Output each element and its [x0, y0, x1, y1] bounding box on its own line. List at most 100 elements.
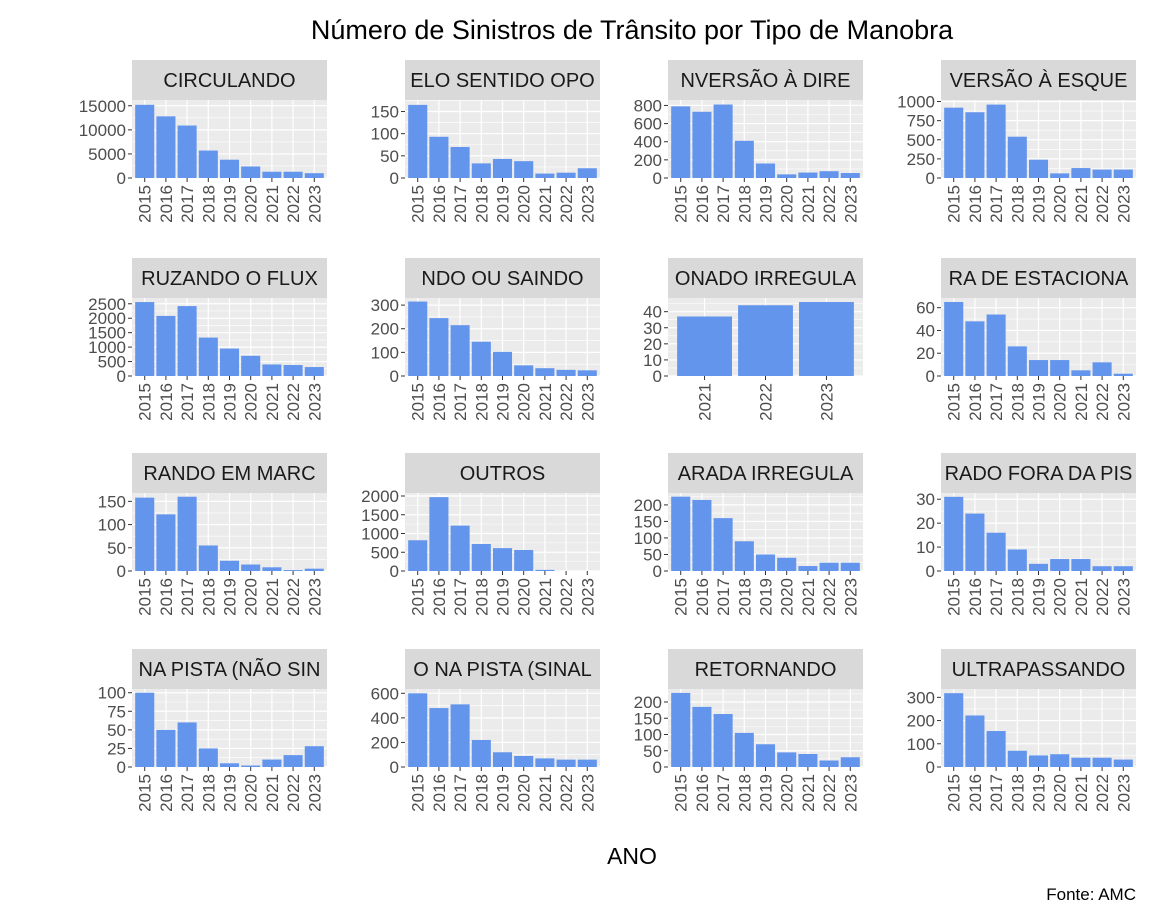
x-tick-label: 2019: [221, 383, 240, 421]
y-tick-label: 1000: [88, 338, 126, 357]
bar: [734, 541, 754, 571]
x-tick-label: 2023: [578, 383, 597, 421]
x-tick-label: 2022: [1093, 774, 1112, 812]
x-tick-label: 2023: [1114, 774, 1133, 812]
bar: [262, 171, 282, 178]
x-tick-label: 2015: [136, 578, 155, 616]
bar: [734, 140, 754, 178]
bar: [304, 173, 324, 178]
bar: [492, 351, 513, 376]
bar: [986, 314, 1006, 376]
bar: [986, 104, 1006, 178]
x-tick-label: 2022: [557, 383, 576, 421]
x-tick-label: 2022: [557, 578, 576, 616]
x-tick-label: 2021: [1072, 383, 1091, 421]
x-tick-label: 2015: [945, 383, 964, 421]
x-tick-label: 2016: [157, 774, 176, 812]
bar: [156, 514, 176, 571]
y-tick-label: 0: [117, 367, 126, 386]
y-tick-label: 150: [371, 103, 399, 122]
x-tick-label: 2018: [199, 578, 218, 616]
bar: [283, 755, 303, 767]
x-tick-label: 2015: [136, 774, 155, 812]
x-tick-label: 2023: [305, 185, 324, 223]
y-tick-label: 0: [117, 758, 126, 777]
y-tick-label: 50: [380, 147, 399, 166]
bar: [241, 166, 261, 178]
x-tick-label: 2018: [472, 185, 491, 223]
x-tick-label: 2017: [714, 578, 733, 616]
x-tick-label: 2016: [966, 578, 985, 616]
y-tick-label: 0: [926, 169, 935, 188]
bar: [408, 301, 428, 376]
bar: [535, 368, 555, 376]
x-tick-label: 2016: [430, 383, 449, 421]
x-tick-label: 2020: [778, 185, 797, 223]
bar: [219, 560, 240, 571]
x-tick-label: 2020: [242, 383, 261, 421]
y-tick-label: 500: [98, 353, 126, 372]
x-tick-label: 2020: [778, 774, 797, 812]
x-tick-label: 2023: [305, 383, 324, 421]
bar: [1092, 566, 1112, 571]
bar: [965, 112, 985, 178]
x-tick-label: 2019: [1030, 578, 1049, 616]
x-tick-label: 2019: [494, 185, 513, 223]
y-tick-label: 0: [117, 169, 126, 188]
bar: [577, 759, 597, 767]
y-tick-label: 100: [371, 125, 399, 144]
y-tick-label: 600: [634, 115, 662, 134]
x-tick-label: 2017: [451, 383, 470, 421]
bar: [798, 172, 818, 178]
facet-strip: [668, 60, 863, 100]
y-tick-label: 200: [634, 496, 662, 515]
facet-strip-label: ARADA IRREGULA: [678, 463, 854, 485]
bar: [1050, 360, 1070, 376]
x-tick-label: 2017: [987, 383, 1006, 421]
x-tick-label: 2018: [1008, 185, 1027, 223]
bar: [1071, 370, 1091, 376]
facet-strip: [668, 258, 863, 298]
y-tick-label: 0: [653, 169, 662, 188]
x-tick-label: 2021: [1072, 185, 1091, 223]
x-tick-label: 2022: [557, 185, 576, 223]
x-tick-label: 2016: [693, 578, 712, 616]
y-tick-label: 300: [371, 296, 399, 315]
bar: [577, 168, 597, 178]
x-tick-label: 2021: [799, 578, 818, 616]
x-tick-label: 2018: [199, 185, 218, 223]
y-tick-label: 200: [634, 693, 662, 712]
bar: [135, 692, 155, 767]
bar: [535, 173, 555, 178]
bar: [198, 545, 218, 571]
y-tick-label: 0: [390, 367, 399, 386]
bar: [450, 146, 470, 178]
bar: [1071, 168, 1091, 178]
y-tick-label: 200: [371, 320, 399, 339]
x-tick-label: 2017: [987, 578, 1006, 616]
bar: [819, 562, 839, 571]
bar: [777, 557, 797, 571]
y-tick-label: 2500: [88, 295, 126, 314]
x-tick-label: 2020: [1051, 185, 1070, 223]
facet-strip: [668, 649, 863, 689]
x-tick-label: 2019: [1030, 774, 1049, 812]
x-tick-label: 2017: [714, 774, 733, 812]
x-tick-label: 2015: [945, 185, 964, 223]
bar: [177, 125, 197, 178]
y-tick-label: 100: [98, 684, 126, 703]
bar: [1028, 755, 1049, 767]
x-tick-label: 2023: [841, 774, 860, 812]
x-tick-label: 2021: [263, 578, 282, 616]
bar: [1050, 559, 1070, 571]
y-tick-label: 10: [643, 351, 662, 370]
chart-title: Número de Sinistros de Trânsito por Tipo…: [311, 15, 954, 45]
bar: [671, 106, 691, 178]
bar: [135, 497, 155, 571]
x-tick-label: 2019: [221, 774, 240, 812]
x-tick-label: 2022: [820, 185, 839, 223]
